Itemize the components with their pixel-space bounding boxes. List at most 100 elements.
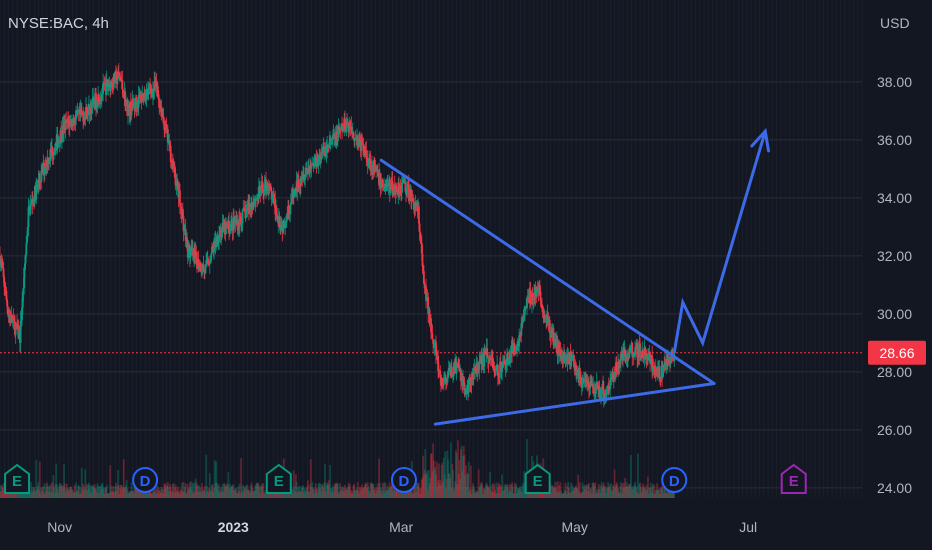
candle-body [345,122,348,132]
price-axis[interactable]: 24.00 26.00 28.00 30.00 32.00 34.00 36.00 38.00 [877,74,912,496]
candle-body [56,134,59,148]
volume-bar [307,480,309,498]
volume-bar [442,481,444,498]
volume-bar [206,490,209,498]
volume-bar [587,483,590,498]
volume-bar [656,489,659,498]
candle-body [590,381,593,385]
volume-bar [33,487,36,498]
candle-body [230,220,233,225]
candle-body [673,348,676,361]
candle-body [605,395,607,399]
volume-bar [319,487,321,498]
volume-bar [516,492,518,498]
candle-body [602,384,605,390]
volume-bar [633,484,636,498]
candle-body [422,266,425,271]
candle-body [130,109,133,116]
volume-bar [645,484,648,498]
candle-body [469,378,472,385]
candle-body [5,290,8,300]
volume-bar [488,488,491,498]
volume-bar [305,487,308,498]
candle-body [327,146,330,148]
candle-body [272,194,275,196]
volume-bar [349,483,351,498]
volume-bar [573,487,575,498]
candle-body [496,365,499,376]
volume-bar [479,486,481,498]
volume-bar [192,493,195,498]
trend-drawings[interactable] [379,127,771,426]
volume-bar [93,483,96,498]
volume-bar [422,474,425,498]
volume-bar [562,493,565,498]
symbol-title[interactable]: NYSE:BAC, 4h [8,15,109,32]
volume-bar [479,483,482,498]
candle-body [358,138,361,142]
volume-bar [370,482,373,498]
candle-body [167,142,170,144]
volume-bar [659,493,661,498]
trendline [379,158,716,385]
candle-body [333,134,336,139]
candle-body [653,366,656,370]
volume-bar [15,493,18,498]
earnings-marker [524,463,551,494]
volume-bar [51,491,53,498]
volume-bar [49,492,52,498]
candle-body [75,114,78,120]
candle-body [597,385,600,389]
candle-body [188,244,191,248]
price-tick-label: 32.00 [877,248,912,264]
volume-bar [502,491,505,498]
event-marker-label: D [140,473,151,490]
volume-bar [207,493,210,498]
volume-bar [152,491,154,498]
volume-bar [159,492,162,498]
volume-bar [655,489,658,498]
time-axis[interactable]: Nov 2023 Mar May Jul [47,519,757,535]
volume-bar [593,483,596,498]
candle-body [370,170,373,172]
volume-bar [230,486,233,498]
candle-body [271,197,274,200]
volume-bar [221,491,223,498]
volume-bar [617,488,619,498]
volume-bar [353,483,356,498]
volume-bar [257,482,260,498]
volume-bar [589,487,592,498]
volume-bar [88,482,90,498]
volume-bar [175,492,178,498]
volume-bar [182,482,185,498]
volume-bar [420,479,423,498]
volume-bar [650,492,653,498]
volume-bar [371,482,373,498]
candle-body [127,109,129,116]
candle-body [250,202,253,209]
volume-bar [519,486,521,498]
volume-bar [661,485,664,498]
candle-body [410,197,413,201]
volume-bar [100,483,103,498]
volume-bar [600,485,602,498]
trendline [433,382,716,426]
volume-bar [652,493,655,498]
volume-bar [508,489,511,498]
volume-bar [200,491,203,498]
volume-bar [343,491,346,498]
volume-bar [460,445,463,498]
candle-body [106,79,109,83]
candle-body [538,287,541,292]
volume-bar [301,487,304,498]
volume-bar [78,485,80,498]
volume-bar [570,482,573,498]
volume-bar [246,484,249,498]
volume-bar [23,492,26,498]
candle-body [659,378,661,380]
volume-bar [592,485,595,498]
candle-body [443,377,446,382]
volume-bar [84,469,87,498]
